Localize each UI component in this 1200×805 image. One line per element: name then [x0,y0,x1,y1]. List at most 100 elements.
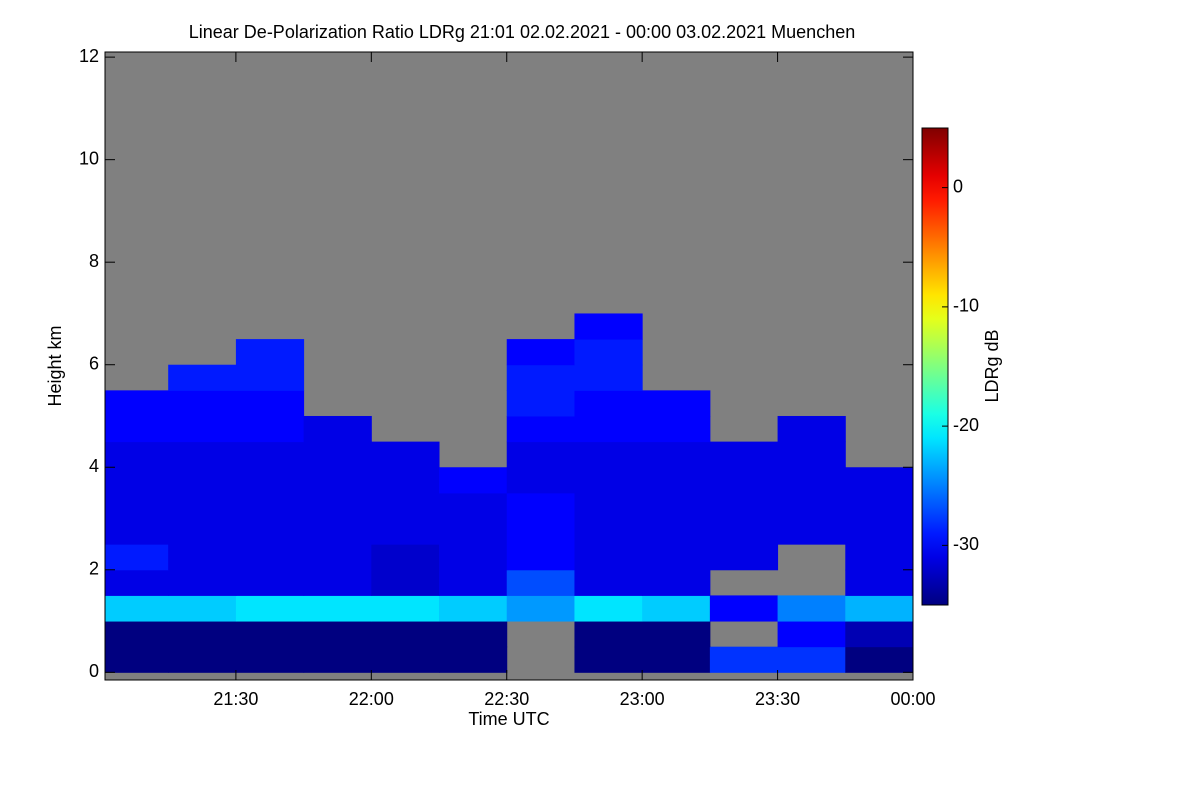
heatmap-cell [105,595,169,622]
heatmap-cell [777,518,846,545]
heatmap-cell [574,595,643,622]
heatmap-cell [303,544,372,571]
heatmap-cell [371,544,440,571]
heatmap-cell [371,492,440,520]
heatmap-cell [235,441,305,468]
heatmap-cell [642,467,711,494]
heatmap-cell [303,441,372,468]
heatmap-cell [642,390,711,417]
heatmap-cell [235,569,305,596]
heatmap-cell [371,569,440,596]
heatmap-cell [709,518,779,545]
heatmap-cell [168,390,237,417]
heatmap-cell [235,467,305,494]
colorbar-tick-label: -30 [953,534,979,554]
heatmap-cell [168,621,237,648]
heatmap-cell [235,415,305,443]
heatmap-cell [168,467,237,494]
heatmap-cell [845,544,913,571]
y-tick-label: 8 [89,251,99,271]
heatmap-cell [235,544,305,571]
heatmap-cell [574,390,643,417]
heatmap-cell [168,364,237,391]
x-tick-label: 22:00 [349,689,394,709]
heatmap-cell [168,646,237,673]
heatmap-cell [642,621,711,648]
heatmap-cell [439,544,508,571]
heatmap-cell [105,569,169,596]
heatmap-cell [235,339,305,366]
y-tick-label: 12 [79,46,99,66]
x-tick-label: 23:30 [755,689,800,709]
heatmap-cell [105,621,169,648]
heatmap-cell [371,621,440,648]
heatmap-cell [574,313,643,340]
heatmap-cell [574,621,643,648]
heatmap [105,52,913,680]
heatmap-cell [845,595,913,622]
x-tick-label: 22:30 [484,689,529,709]
heatmap-cell [168,569,237,596]
colorbar-tick-label: -20 [953,415,979,435]
heatmap-cell [235,595,305,622]
heatmap-cell [168,595,237,622]
heatmap-cell [235,646,305,673]
heatmap-cell [777,621,846,648]
x-tick-label: 00:00 [890,689,935,709]
heatmap-cell [105,390,169,417]
heatmap-cell [574,467,643,494]
heatmap-cell [777,467,846,494]
heatmap-cell [105,544,169,571]
heatmap-cell [506,390,575,417]
x-tick-label: 23:00 [620,689,665,709]
heatmap-cell [642,646,711,673]
heatmap-cell [777,595,846,622]
heatmap-cell [303,621,372,648]
heatmap-cell [642,569,711,596]
heatmap-cell [105,467,169,494]
chart-title: Linear De-Polarization Ratio LDRg 21:01 … [189,22,855,42]
heatmap-cell [371,467,440,494]
heatmap-cell [506,544,575,571]
heatmap-cell [642,415,711,443]
heatmap-cell [105,646,169,673]
heatmap-cell [371,441,440,468]
heatmap-cell [235,364,305,391]
heatmap-cell [439,492,508,520]
heatmap-cell [709,646,779,673]
heatmap-cell [709,467,779,494]
y-tick-label: 4 [89,456,99,476]
heatmap-cell [168,492,237,520]
heatmap-cell [235,492,305,520]
heatmap-cell [439,646,508,673]
heatmap-cell [709,544,779,571]
heatmap-cell [574,518,643,545]
x-tick-label: 21:30 [213,689,258,709]
colorbar-tick-label: -10 [953,296,979,316]
heatmap-cell [235,518,305,545]
y-tick-label: 2 [89,559,99,579]
heatmap-cell [574,569,643,596]
heatmap-cell [845,621,913,648]
colorbar-tick-label: 0 [953,176,963,196]
heatmap-cell [105,415,169,443]
y-tick-label: 10 [79,148,99,168]
heatmap-cell [506,492,575,520]
heatmap-cell [105,492,169,520]
y-tick-label: 6 [89,353,99,373]
heatmap-cell [303,467,372,494]
heatmap-cell [506,467,575,494]
heatmap-cell [168,441,237,468]
colorbar [921,127,949,606]
heatmap-cell [105,518,169,545]
heatmap-cell [168,518,237,545]
x-axis-label: Time UTC [468,709,549,729]
heatmap-cell [506,518,575,545]
heatmap-cell [168,415,237,443]
heatmap-cell [777,441,846,468]
heatmap-cell [777,492,846,520]
colorbar-label: LDRg dB [982,329,1002,402]
heatmap-cell [574,364,643,391]
heatmap-cell [709,595,779,622]
